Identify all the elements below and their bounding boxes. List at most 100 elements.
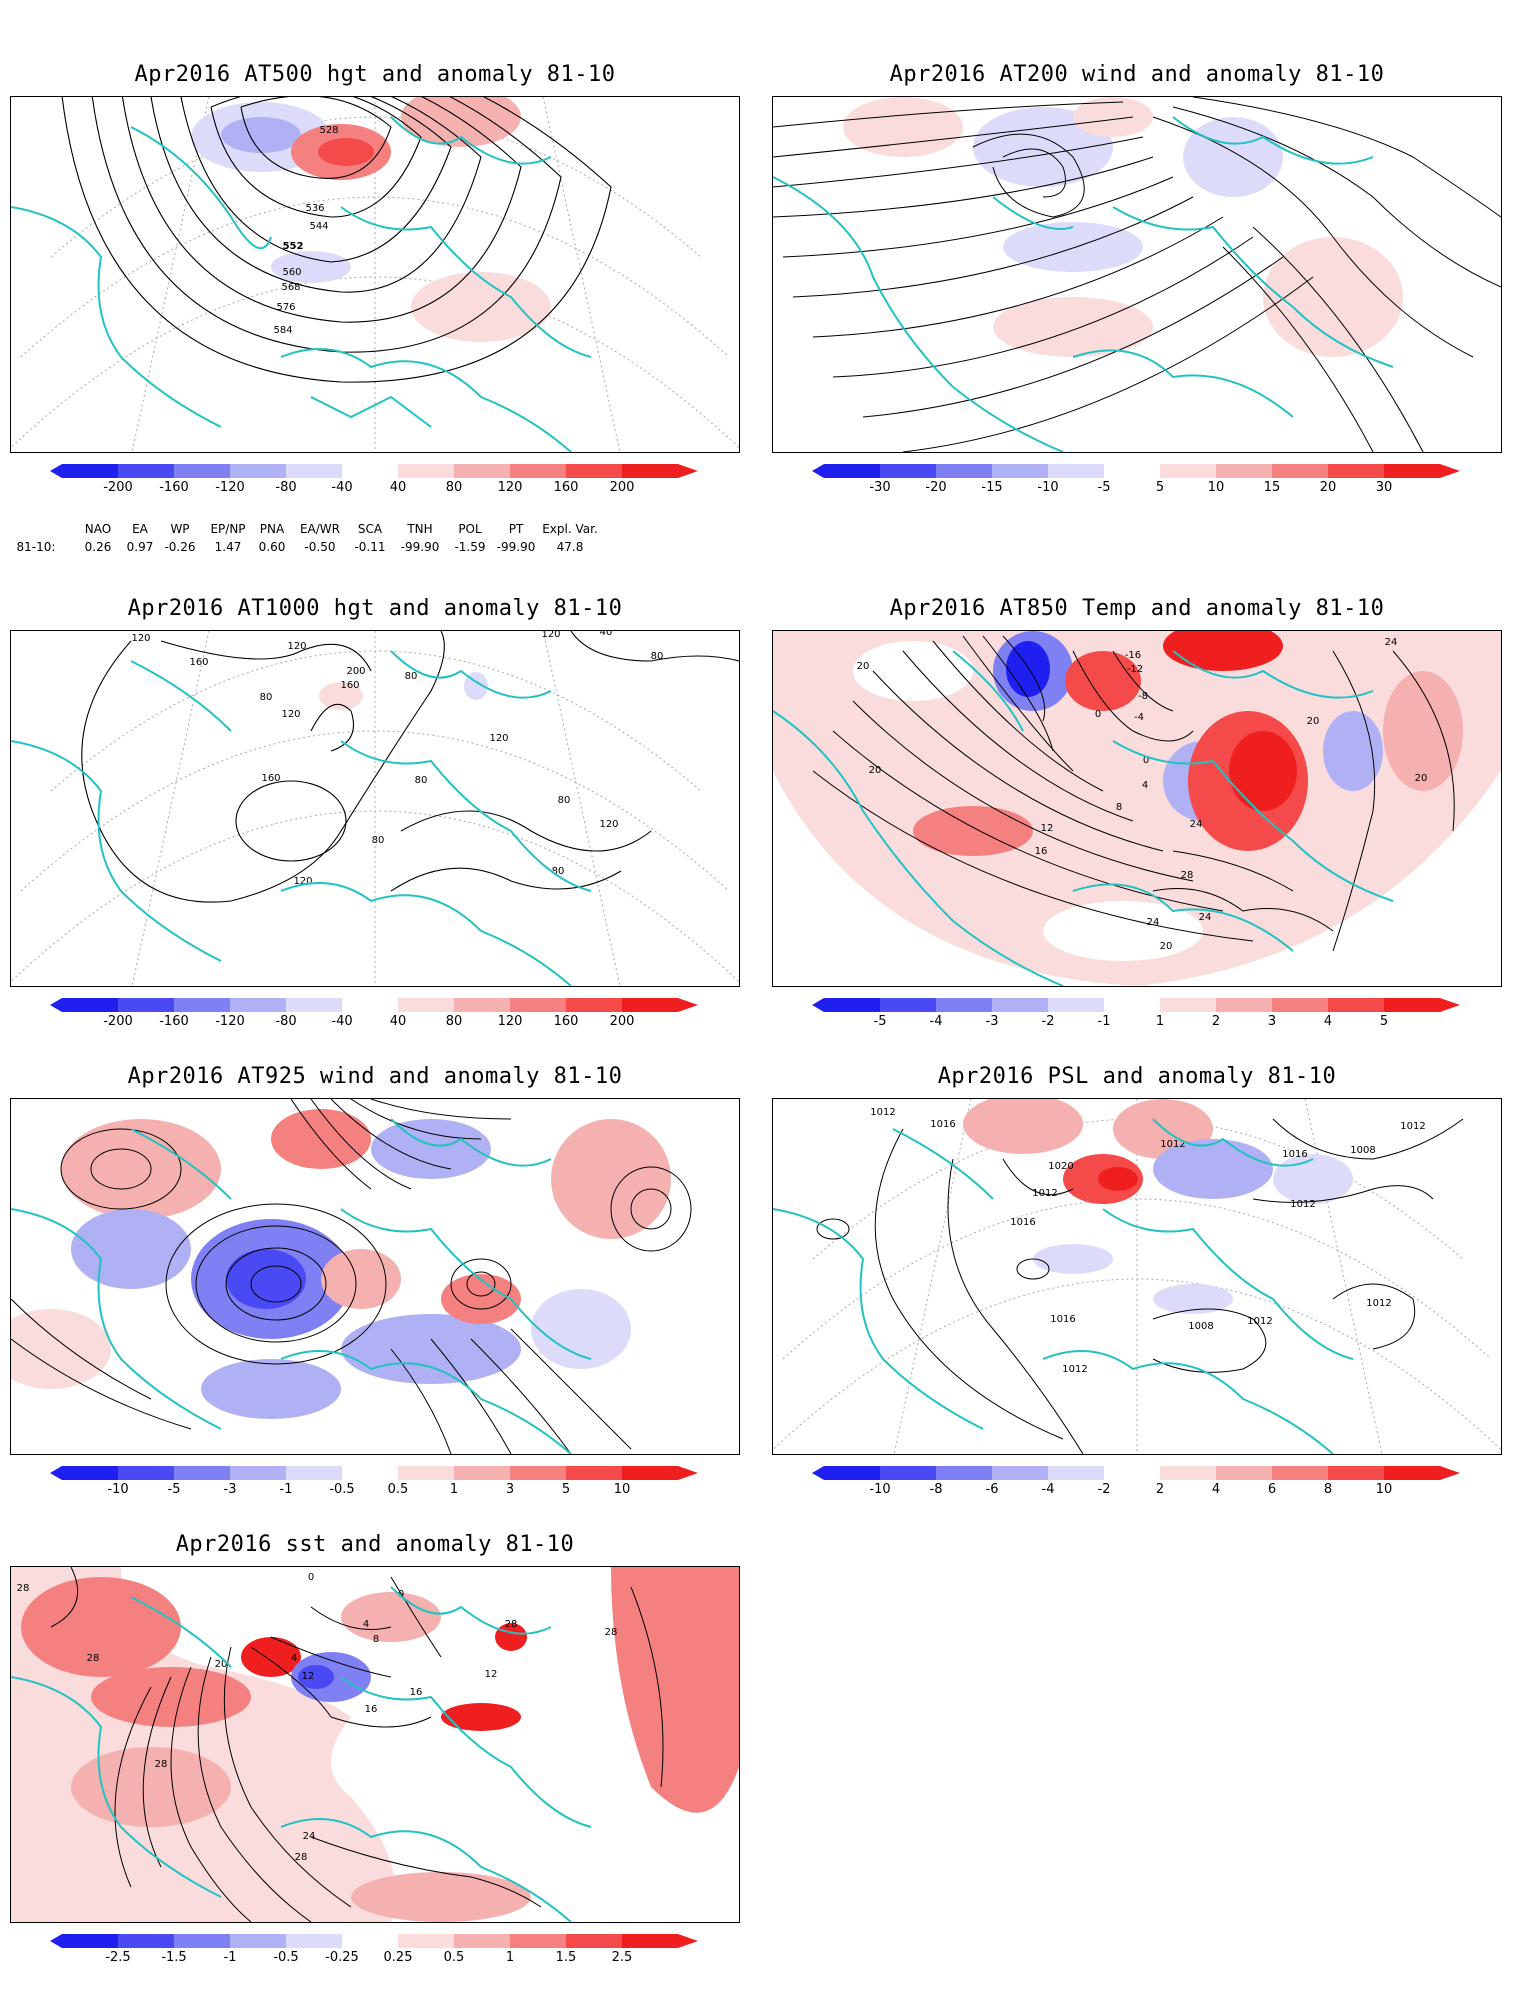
colorbar-tick: 160 xyxy=(553,480,579,495)
anomaly-fill xyxy=(319,672,488,710)
contour-label: 0 xyxy=(398,1589,404,1600)
contour-label: 120 xyxy=(599,819,618,830)
contour-label: 24 xyxy=(1190,819,1203,830)
contour-label: 20 xyxy=(1415,773,1428,784)
teleconnection-header: PNA xyxy=(259,522,285,536)
colorbar-tick: -10 xyxy=(107,1482,129,1497)
colorbar-svg xyxy=(50,1934,698,1948)
contour-label: 16 xyxy=(365,1704,378,1715)
teleconnection-header: TNH xyxy=(407,522,433,536)
colorbar-tick: 30 xyxy=(1375,480,1393,495)
teleconnection-header: NAO xyxy=(84,522,112,536)
colorbar: -200 -160 -120 -80 -40 40 80 120 160 200 xyxy=(50,464,698,524)
map-svg: 528 536 544 552 560 568 576 584 xyxy=(11,97,739,452)
map-frame xyxy=(772,96,1502,453)
contour-label: -8 xyxy=(1138,691,1148,702)
contour-label: 80 xyxy=(415,775,428,786)
colorbar-tick: -1.5 xyxy=(161,1950,187,1965)
contour-label: 20 xyxy=(1160,941,1173,952)
contour-label: 24 xyxy=(1385,637,1398,648)
contour-label: 552 xyxy=(283,241,304,252)
contour-label: 1016 xyxy=(1282,1149,1307,1160)
colorbar-tick: -0.25 xyxy=(325,1950,359,1965)
contour-label: 544 xyxy=(309,221,328,232)
contour-label: 24 xyxy=(1147,917,1160,928)
colorbar-tick: -1 xyxy=(223,1950,237,1965)
contour-label: 16 xyxy=(1035,846,1048,857)
coastlines xyxy=(773,650,1394,986)
panel-title: Apr2016 AT1000 hgt and anomaly 81-10 xyxy=(127,596,623,621)
panel-title: Apr2016 AT925 wind and anomaly 81-10 xyxy=(127,1064,623,1089)
anomaly-fill xyxy=(11,1109,671,1419)
contour-label: 1016 xyxy=(930,1119,955,1130)
colorbar-tick: 120 xyxy=(497,1014,523,1029)
coastlines xyxy=(11,650,592,986)
colorbar-tick: 2 xyxy=(1211,1014,1221,1029)
colorbar-tick: 0.25 xyxy=(383,1950,413,1965)
contour-label: 28 xyxy=(605,1627,618,1638)
colorbar-tick: 5 xyxy=(1155,480,1165,495)
contour-label: 80 xyxy=(552,866,565,877)
colorbar: -10 -8 -6 -4 -2 2 4 6 8 10 xyxy=(812,1466,1460,1526)
teleconnection-header: EP/NP xyxy=(210,522,246,536)
contour-label: 80 xyxy=(372,835,385,846)
colorbar-tick: -40 xyxy=(331,1014,353,1029)
colorbar-tick: -1 xyxy=(1097,1014,1111,1029)
teleconnection-value: -99.90 xyxy=(496,540,536,554)
colorbar-tick: -160 xyxy=(159,1014,189,1029)
colorbar-svg xyxy=(50,998,698,1012)
colorbar-tick: -5 xyxy=(167,1482,181,1497)
contour-label: 1012 xyxy=(1366,1298,1391,1309)
colorbar: -5 -4 -3 -2 -1 1 2 3 4 5 xyxy=(812,998,1460,1058)
colorbar-tick: -20 xyxy=(925,480,947,495)
contour-label: 80 xyxy=(260,692,273,703)
colorbar-tick: -6 xyxy=(985,1482,999,1497)
contour-label: 528 xyxy=(319,125,338,136)
colorbar-tick: -120 xyxy=(215,480,245,495)
colorbar-tick: -2 xyxy=(1097,1482,1111,1497)
contour-label: 120 xyxy=(541,631,560,640)
map-svg: 28 28 20 0 4 12 4 8 0 16 28 24 28 28 16 … xyxy=(11,1567,739,1922)
colorbar-tick: -4 xyxy=(1041,1482,1055,1497)
colorbar-svg xyxy=(812,1466,1460,1480)
teleconnection-value: -99.90 xyxy=(400,540,440,554)
teleconnection-value: -0.11 xyxy=(354,540,386,554)
contour-label: 12 xyxy=(1041,823,1054,834)
colorbar-svg xyxy=(812,998,1460,1012)
contour-labels: 1012 1016 1020 1012 1016 1012 1016 1008 … xyxy=(870,1107,1425,1375)
colorbar-tick: 2.5 xyxy=(611,1950,633,1965)
contour-label: 28 xyxy=(505,1619,518,1630)
colorbar-tick: 1 xyxy=(449,1482,459,1497)
teleconnection-value: 0.60 xyxy=(258,540,286,554)
colorbar-tick: 6 xyxy=(1267,1482,1277,1497)
colorbar-tick: -40 xyxy=(331,480,353,495)
teleconnection-value: -0.50 xyxy=(304,540,336,554)
teleconnection-header: WP xyxy=(170,522,190,536)
coastlines xyxy=(11,1118,592,1454)
colorbar: -2.5 -1.5 -1 -0.5 -0.25 0.25 0.5 1 1.5 2… xyxy=(50,1934,698,1994)
contour-label: 4 xyxy=(1142,780,1148,791)
contour-label: 1012 xyxy=(1062,1364,1087,1375)
contour-label: 20 xyxy=(869,765,882,776)
contour-label: 80 xyxy=(405,671,418,682)
teleconnection-header: Expl. Var. xyxy=(542,522,598,536)
colorbar-tick: 10 xyxy=(1375,1482,1393,1497)
contour-label: 536 xyxy=(305,203,324,214)
colorbar-tick: 3 xyxy=(505,1482,515,1497)
colorbar-tick: 200 xyxy=(609,480,635,495)
teleconnection-value: 0.97 xyxy=(126,540,154,554)
teleconnection-header: EA/WR xyxy=(299,522,341,536)
teleconnection-header: POL xyxy=(458,522,482,536)
coastlines xyxy=(11,116,592,452)
contour-label: 120 xyxy=(293,876,312,887)
colorbar-tick: 40 xyxy=(389,480,407,495)
colorbar-tick: 200 xyxy=(609,1014,635,1029)
colorbar-tick: -1 xyxy=(279,1482,293,1497)
map-svg xyxy=(773,97,1501,452)
contour-label: 584 xyxy=(273,325,292,336)
colorbar-tick: -5 xyxy=(873,1014,887,1029)
map-frame: 20 -16 -12 -8 0 -4 0 4 8 12 16 24 28 24 … xyxy=(772,630,1502,987)
contour-label: 1008 xyxy=(1350,1145,1375,1156)
contour-label: 1012 xyxy=(870,1107,895,1118)
contour-label: 80 xyxy=(558,795,571,806)
